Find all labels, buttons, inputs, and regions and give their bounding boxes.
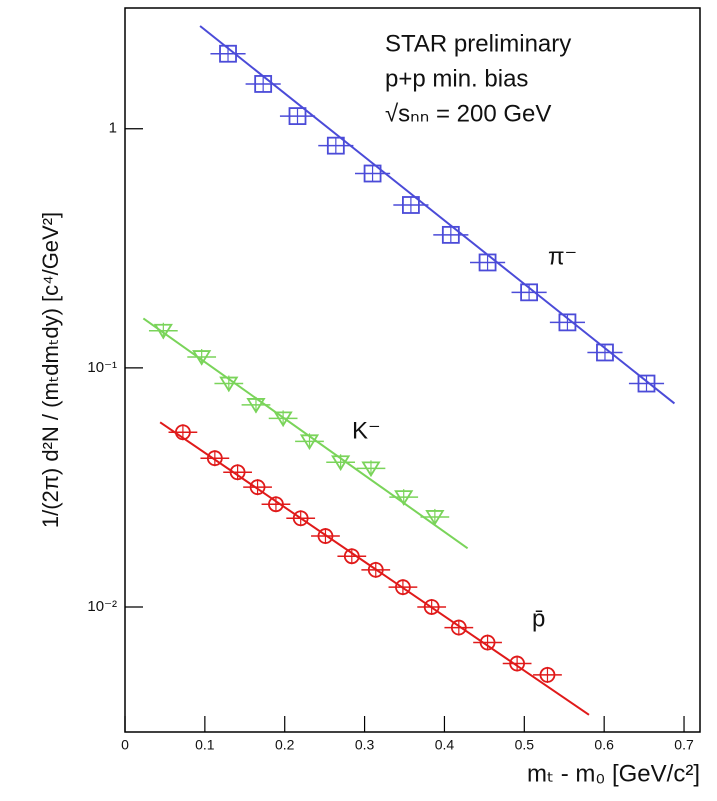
point [509, 655, 526, 672]
x-tick-label: 0.5 [515, 737, 535, 753]
point [478, 253, 497, 272]
point [317, 528, 334, 544]
x-tick-label: 0.7 [674, 737, 694, 753]
fit-line [199, 25, 676, 405]
x-axis-label: mₜ - m₀ [GeV/c²] [527, 760, 700, 787]
series-label: p̄ [532, 605, 545, 632]
annotation: √sₙₙ = 200 GeV [385, 100, 551, 127]
point [402, 196, 420, 214]
point [343, 548, 360, 565]
x-tick-label: 0.2 [275, 737, 295, 753]
y-tick-label: 10⁻² [87, 598, 117, 615]
point [596, 343, 614, 362]
point [249, 479, 266, 496]
point [299, 434, 320, 451]
plot-frame [124, 7, 701, 733]
point [367, 561, 384, 578]
point [395, 579, 411, 596]
point [246, 398, 266, 414]
point [192, 350, 212, 366]
x-tick-label: 0.1 [195, 737, 215, 753]
y-tick-label: 10⁻¹ [87, 359, 117, 376]
point [254, 75, 273, 93]
point [479, 634, 496, 651]
point [229, 464, 246, 481]
point [219, 376, 239, 393]
x-tick-label: 0.3 [355, 737, 375, 753]
point [219, 44, 237, 63]
point [425, 510, 445, 526]
y-axis-label: 1/(2π) d²N / (mₜdmₜdy) [c⁴/GeV²] [38, 212, 63, 528]
point [558, 313, 577, 332]
point [174, 424, 191, 441]
point [206, 450, 223, 467]
point [423, 599, 440, 615]
point [268, 496, 284, 513]
x-tick-label: 0.4 [435, 737, 455, 753]
point [450, 619, 467, 636]
point [363, 164, 382, 183]
point [520, 283, 538, 302]
point [331, 455, 351, 471]
point [273, 411, 293, 428]
point [394, 490, 414, 506]
point [153, 323, 173, 340]
point [292, 510, 309, 527]
x-tick-label: 0.6 [594, 737, 614, 753]
series-label: K⁻ [352, 417, 381, 444]
point [361, 461, 381, 478]
annotation: STAR preliminary [385, 30, 571, 57]
point [326, 136, 345, 155]
annotation: p+p min. bias [385, 65, 528, 92]
x-tick-label: 0 [121, 737, 129, 753]
point [288, 107, 307, 125]
series-label: π⁻ [548, 243, 577, 270]
point [539, 666, 556, 683]
point [441, 225, 460, 244]
fit-line [159, 421, 590, 716]
y-tick-label: 1 [109, 120, 117, 137]
point [637, 374, 656, 393]
